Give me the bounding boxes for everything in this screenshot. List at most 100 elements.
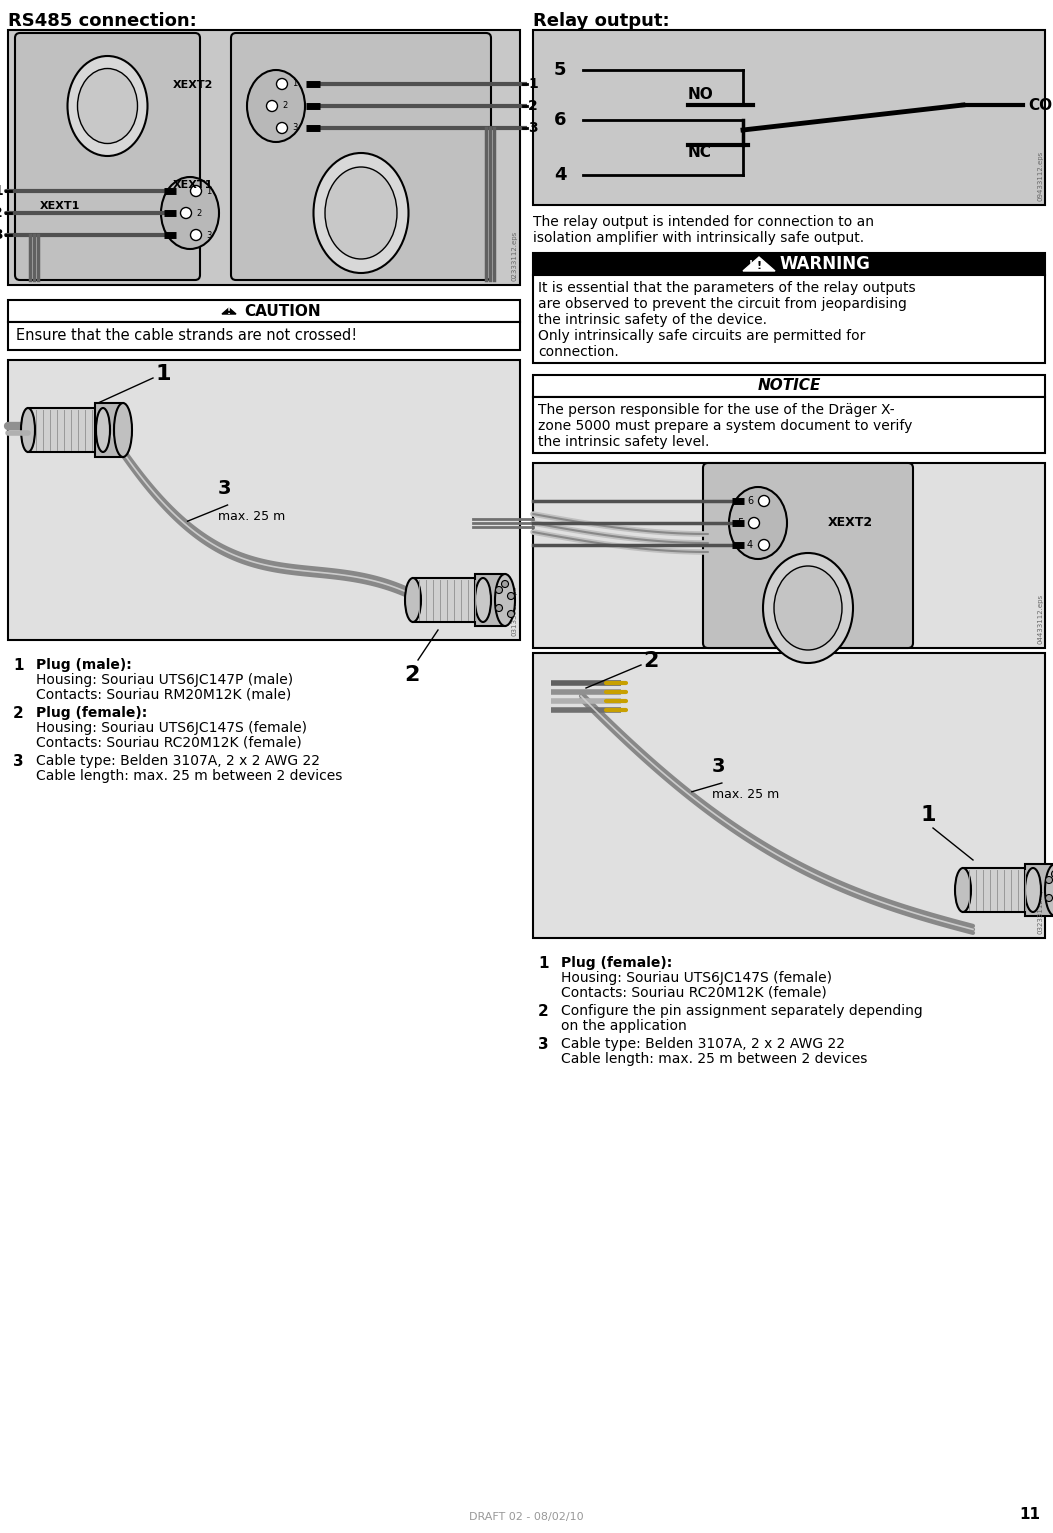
Circle shape bbox=[496, 604, 502, 612]
Text: XEXT1: XEXT1 bbox=[40, 201, 80, 212]
Text: The relay output is intended for connection to an: The relay output is intended for connect… bbox=[533, 215, 874, 228]
Text: CO: CO bbox=[1028, 98, 1052, 112]
Text: 6: 6 bbox=[747, 497, 753, 506]
Text: RS485 connection:: RS485 connection: bbox=[8, 12, 197, 31]
Ellipse shape bbox=[774, 566, 842, 650]
Text: 2: 2 bbox=[538, 1004, 549, 1019]
Ellipse shape bbox=[325, 167, 397, 259]
Bar bbox=[475, 573, 505, 625]
Circle shape bbox=[758, 540, 770, 550]
Text: Contacts: Souriau RM20M12K (male): Contacts: Souriau RM20M12K (male) bbox=[36, 688, 292, 702]
Bar bbox=[8, 322, 520, 350]
Text: !: ! bbox=[756, 261, 761, 271]
Text: 02333112.eps: 02333112.eps bbox=[512, 231, 518, 281]
Text: 1: 1 bbox=[528, 77, 538, 90]
Text: 6: 6 bbox=[554, 110, 567, 129]
Text: 09433112.eps: 09433112.eps bbox=[1037, 150, 1044, 201]
Text: Contacts: Souriau RC20M12K (female): Contacts: Souriau RC20M12K (female) bbox=[36, 736, 302, 750]
Text: XEXT2: XEXT2 bbox=[828, 517, 873, 529]
Text: 4: 4 bbox=[554, 166, 567, 184]
Circle shape bbox=[191, 230, 201, 241]
Ellipse shape bbox=[955, 868, 971, 912]
Bar bbox=[8, 300, 520, 322]
FancyBboxPatch shape bbox=[231, 34, 491, 281]
Text: 2: 2 bbox=[528, 100, 538, 113]
Circle shape bbox=[496, 587, 502, 593]
Ellipse shape bbox=[96, 408, 110, 452]
Text: Housing: Souriau UTS6JC147S (female): Housing: Souriau UTS6JC147S (female) bbox=[561, 970, 832, 986]
Bar bbox=[533, 253, 1045, 274]
Ellipse shape bbox=[475, 578, 491, 622]
Text: 3: 3 bbox=[218, 478, 231, 498]
FancyBboxPatch shape bbox=[703, 463, 913, 648]
Text: Cable type: Belden 3107A, 2 x 2 AWG 22: Cable type: Belden 3107A, 2 x 2 AWG 22 bbox=[561, 1036, 845, 1052]
Text: Plug (female):: Plug (female): bbox=[561, 957, 672, 970]
Circle shape bbox=[501, 581, 509, 587]
Text: 3: 3 bbox=[206, 230, 212, 239]
Ellipse shape bbox=[21, 408, 35, 452]
Circle shape bbox=[1046, 894, 1053, 901]
Text: 3: 3 bbox=[712, 757, 726, 776]
Text: 1: 1 bbox=[920, 805, 936, 825]
Ellipse shape bbox=[78, 69, 138, 144]
Text: WARNING: WARNING bbox=[779, 254, 870, 273]
Text: Housing: Souriau UTS6JC147P (male): Housing: Souriau UTS6JC147P (male) bbox=[36, 673, 293, 687]
Polygon shape bbox=[743, 258, 775, 271]
Bar bbox=[533, 653, 1045, 938]
Text: Plug (female):: Plug (female): bbox=[36, 707, 147, 721]
Text: are observed to prevent the circuit from jeopardising: are observed to prevent the circuit from… bbox=[538, 297, 907, 311]
Ellipse shape bbox=[67, 57, 147, 156]
Bar bbox=[8, 360, 520, 639]
Text: zone 5000 must prepare a system document to verify: zone 5000 must prepare a system document… bbox=[538, 419, 912, 432]
Text: 2: 2 bbox=[13, 707, 24, 721]
Ellipse shape bbox=[763, 553, 853, 662]
Text: isolation amplifier with intrinsically safe output.: isolation amplifier with intrinsically s… bbox=[533, 231, 865, 245]
Ellipse shape bbox=[161, 176, 219, 248]
Circle shape bbox=[277, 78, 287, 89]
Text: 1: 1 bbox=[292, 80, 297, 89]
Ellipse shape bbox=[314, 153, 409, 273]
Circle shape bbox=[1046, 877, 1053, 883]
Text: It is essential that the parameters of the relay outputs: It is essential that the parameters of t… bbox=[538, 281, 916, 294]
Text: Cable length: max. 25 m between 2 devices: Cable length: max. 25 m between 2 device… bbox=[561, 1052, 868, 1065]
Circle shape bbox=[266, 101, 278, 112]
Circle shape bbox=[277, 123, 287, 133]
Text: Ensure that the cable strands are not crossed!: Ensure that the cable strands are not cr… bbox=[16, 328, 357, 343]
Text: Plug (male):: Plug (male): bbox=[36, 658, 132, 671]
Text: Cable length: max. 25 m between 2 devices: Cable length: max. 25 m between 2 device… bbox=[36, 770, 342, 783]
Text: NO: NO bbox=[688, 87, 714, 103]
Bar bbox=[95, 403, 123, 457]
Text: 2: 2 bbox=[196, 208, 201, 218]
Polygon shape bbox=[744, 261, 758, 267]
Text: Configure the pin assignment separately depending: Configure the pin assignment separately … bbox=[561, 1004, 922, 1018]
Ellipse shape bbox=[1045, 865, 1053, 917]
Text: 3: 3 bbox=[13, 754, 23, 770]
Ellipse shape bbox=[1025, 868, 1041, 912]
Text: 4: 4 bbox=[747, 540, 753, 550]
Ellipse shape bbox=[247, 71, 305, 143]
Text: XEXT2: XEXT2 bbox=[173, 80, 213, 90]
Text: max. 25 m: max. 25 m bbox=[218, 510, 284, 523]
Bar bbox=[963, 868, 1033, 912]
Text: Housing: Souriau UTS6JC147S (female): Housing: Souriau UTS6JC147S (female) bbox=[36, 721, 307, 734]
Text: NOTICE: NOTICE bbox=[757, 379, 820, 394]
Bar bbox=[533, 397, 1045, 452]
Text: !: ! bbox=[227, 308, 231, 316]
Text: 1: 1 bbox=[155, 363, 171, 383]
Text: 2: 2 bbox=[0, 205, 3, 221]
Text: Contacts: Souriau RC20M12K (female): Contacts: Souriau RC20M12K (female) bbox=[561, 986, 827, 1000]
Text: The person responsible for the use of the Dräger X-: The person responsible for the use of th… bbox=[538, 403, 895, 417]
Circle shape bbox=[191, 185, 201, 196]
Text: 3: 3 bbox=[538, 1036, 549, 1052]
Text: max. 25 m: max. 25 m bbox=[712, 788, 779, 802]
Text: the intrinsic safety of the device.: the intrinsic safety of the device. bbox=[538, 313, 767, 327]
Text: 5: 5 bbox=[737, 518, 743, 527]
Text: 2: 2 bbox=[643, 652, 658, 671]
Circle shape bbox=[1052, 871, 1053, 877]
Text: 03133112.eps: 03133112.eps bbox=[512, 586, 518, 636]
Text: on the application: on the application bbox=[561, 1019, 687, 1033]
Ellipse shape bbox=[405, 578, 421, 622]
Text: XEXT1: XEXT1 bbox=[173, 179, 213, 190]
Ellipse shape bbox=[114, 403, 132, 457]
Text: DRAFT 02 - 08/02/10: DRAFT 02 - 08/02/10 bbox=[469, 1512, 583, 1522]
